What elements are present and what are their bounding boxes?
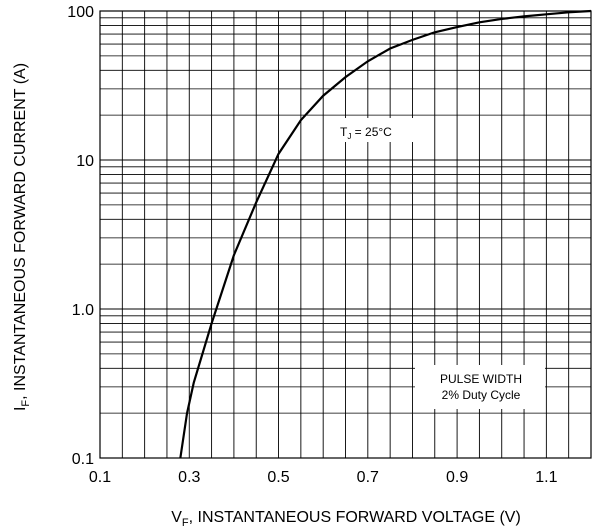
y-axis-title: IF, INSTANTANEOUS FORWARD CURRENT (A) <box>12 63 32 411</box>
tj-annotation: TJ = 25°C <box>340 125 392 141</box>
pulse-annotation-bg <box>415 365 545 409</box>
y-title-main: I <box>12 407 29 411</box>
tj-main: T <box>340 125 348 139</box>
y-tick-labels: 0.1 1.0 10 100 <box>67 4 94 468</box>
x-title-main: V <box>171 509 182 526</box>
x-tick-label: 0.1 <box>89 469 111 486</box>
y-title-rest: , INSTANTANEOUS FORWARD CURRENT (A) <box>12 63 29 400</box>
tj-rest: = 25°C <box>351 125 392 139</box>
x-tick-label: 1.1 <box>535 469 557 486</box>
x-tick-label: 0.9 <box>446 469 468 486</box>
x-title-rest: , INSTANTANEOUS FORWARD VOLTAGE (V) <box>189 509 521 526</box>
x-axis-title: VF, INSTANTANEOUS FORWARD VOLTAGE (V) <box>171 509 521 529</box>
y-tick-label: 10 <box>76 153 94 170</box>
x-tick-label: 0.5 <box>267 469 289 486</box>
y-tick-label: 100 <box>67 4 94 21</box>
y-tick-label: 1.0 <box>72 302 94 319</box>
x-tick-label: 0.3 <box>178 469 200 486</box>
x-tick-label: 0.7 <box>357 469 379 486</box>
pulse-width-label: PULSE WIDTH <box>440 372 522 386</box>
tj-annotation-bg <box>335 118 425 142</box>
duty-cycle-label: 2% Duty Cycle <box>442 388 521 402</box>
plot-frame <box>99 10 592 459</box>
tj-sub: J <box>347 132 351 141</box>
forward-current-curve <box>179 9 592 459</box>
y-tick-label: 0.1 <box>72 451 94 468</box>
y-title-sub: F <box>20 400 32 407</box>
x-title-sub: F <box>182 517 189 529</box>
x-tick-labels: 0.1 0.3 0.5 0.7 0.9 1.1 <box>89 469 558 486</box>
